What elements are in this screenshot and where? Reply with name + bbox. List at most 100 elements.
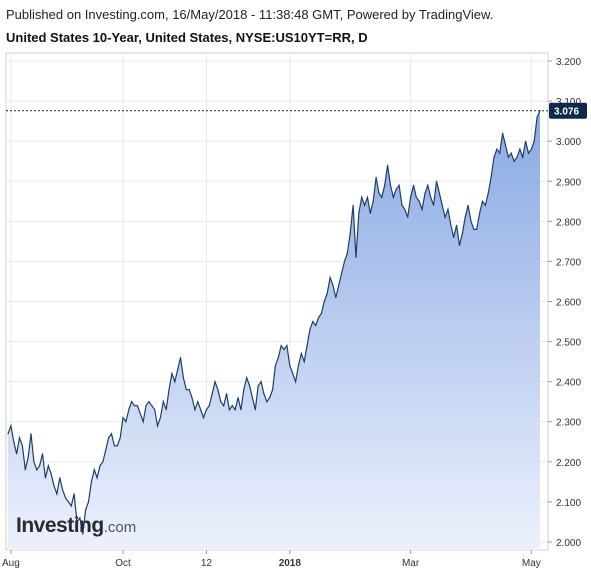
data-point xyxy=(237,397,239,399)
data-point xyxy=(85,509,87,511)
data-point xyxy=(90,481,92,483)
data-point xyxy=(182,377,184,379)
data-point xyxy=(27,457,29,459)
data-point xyxy=(131,401,133,403)
data-point xyxy=(441,204,443,206)
data-point xyxy=(326,292,328,295)
data-point xyxy=(139,413,141,415)
data-point xyxy=(318,316,320,319)
data-point xyxy=(154,409,156,411)
data-point xyxy=(272,389,274,391)
data-point xyxy=(303,361,305,363)
data-point xyxy=(50,473,52,475)
data-point xyxy=(220,401,222,403)
data-point xyxy=(159,417,161,419)
data-point xyxy=(456,224,458,226)
data-point xyxy=(381,196,383,198)
data-point xyxy=(119,437,121,439)
data-point xyxy=(320,312,322,315)
data-point xyxy=(513,160,515,162)
data-point xyxy=(36,469,38,471)
data-point xyxy=(277,357,279,359)
data-point xyxy=(179,357,182,359)
data-point xyxy=(44,477,47,479)
data-point xyxy=(292,373,294,375)
data-point xyxy=(73,493,75,495)
data-point xyxy=(395,188,397,190)
data-point xyxy=(530,148,533,150)
data-point xyxy=(41,453,44,455)
data-point xyxy=(171,373,173,375)
data-point xyxy=(133,405,136,407)
data-point xyxy=(453,236,455,238)
data-point xyxy=(346,252,348,254)
data-point xyxy=(438,192,440,194)
data-point xyxy=(479,212,481,214)
x-tick-label: 12 xyxy=(201,558,213,569)
data-point xyxy=(295,381,297,383)
data-point xyxy=(105,449,107,451)
data-point xyxy=(306,345,308,347)
data-point xyxy=(372,200,374,202)
data-point xyxy=(404,208,406,210)
data-point xyxy=(527,152,530,154)
data-point xyxy=(274,365,276,367)
data-point xyxy=(433,204,435,206)
data-point xyxy=(113,445,115,447)
x-tick-label: May xyxy=(522,558,541,569)
logo-wordmark: Investing xyxy=(16,514,104,537)
x-tick-label: 2018 xyxy=(279,558,302,569)
data-point xyxy=(415,196,417,198)
data-point xyxy=(349,232,351,234)
data-point xyxy=(461,232,463,234)
y-tick-label: 2.600 xyxy=(556,298,581,309)
data-point xyxy=(464,216,466,218)
data-point xyxy=(444,216,446,218)
data-point xyxy=(234,409,236,411)
data-point xyxy=(375,176,377,178)
y-tick-label: 3.000 xyxy=(556,137,581,148)
data-point xyxy=(24,469,26,471)
data-point xyxy=(338,284,340,287)
data-point xyxy=(309,329,311,331)
data-point xyxy=(122,417,124,419)
y-tick-label: 2.700 xyxy=(556,257,581,268)
logo-suffix: .com xyxy=(103,519,137,536)
data-point xyxy=(435,180,438,182)
data-point xyxy=(53,485,55,487)
data-point xyxy=(142,421,144,423)
data-point xyxy=(407,216,409,218)
y-tick-label: 2.500 xyxy=(556,338,581,349)
data-point xyxy=(332,284,334,287)
data-point xyxy=(165,409,167,411)
data-point xyxy=(64,497,67,499)
data-point xyxy=(519,148,521,150)
data-point xyxy=(369,212,371,214)
data-point xyxy=(59,477,61,479)
data-point xyxy=(214,381,216,383)
data-point xyxy=(312,320,314,323)
published-line: Published on Investing.com, 16/May/2018 … xyxy=(6,7,494,22)
data-point xyxy=(364,204,366,206)
price-area-fill xyxy=(8,110,540,550)
data-point xyxy=(125,421,127,423)
data-point xyxy=(283,349,285,351)
data-point xyxy=(412,184,415,186)
data-point xyxy=(47,465,49,467)
data-point xyxy=(108,437,110,439)
data-point xyxy=(13,441,15,443)
x-tick-label: Mar xyxy=(402,558,420,569)
y-tick-label: 2.200 xyxy=(556,458,581,469)
data-point xyxy=(246,377,248,379)
data-point xyxy=(504,144,507,146)
data-point xyxy=(223,405,225,407)
data-point xyxy=(378,192,380,194)
data-point xyxy=(300,353,302,355)
data-point xyxy=(510,152,512,154)
data-point xyxy=(410,196,412,198)
data-point xyxy=(522,156,524,158)
x-tick-label: Oct xyxy=(115,558,131,569)
data-point xyxy=(533,140,535,142)
data-point xyxy=(148,401,150,403)
